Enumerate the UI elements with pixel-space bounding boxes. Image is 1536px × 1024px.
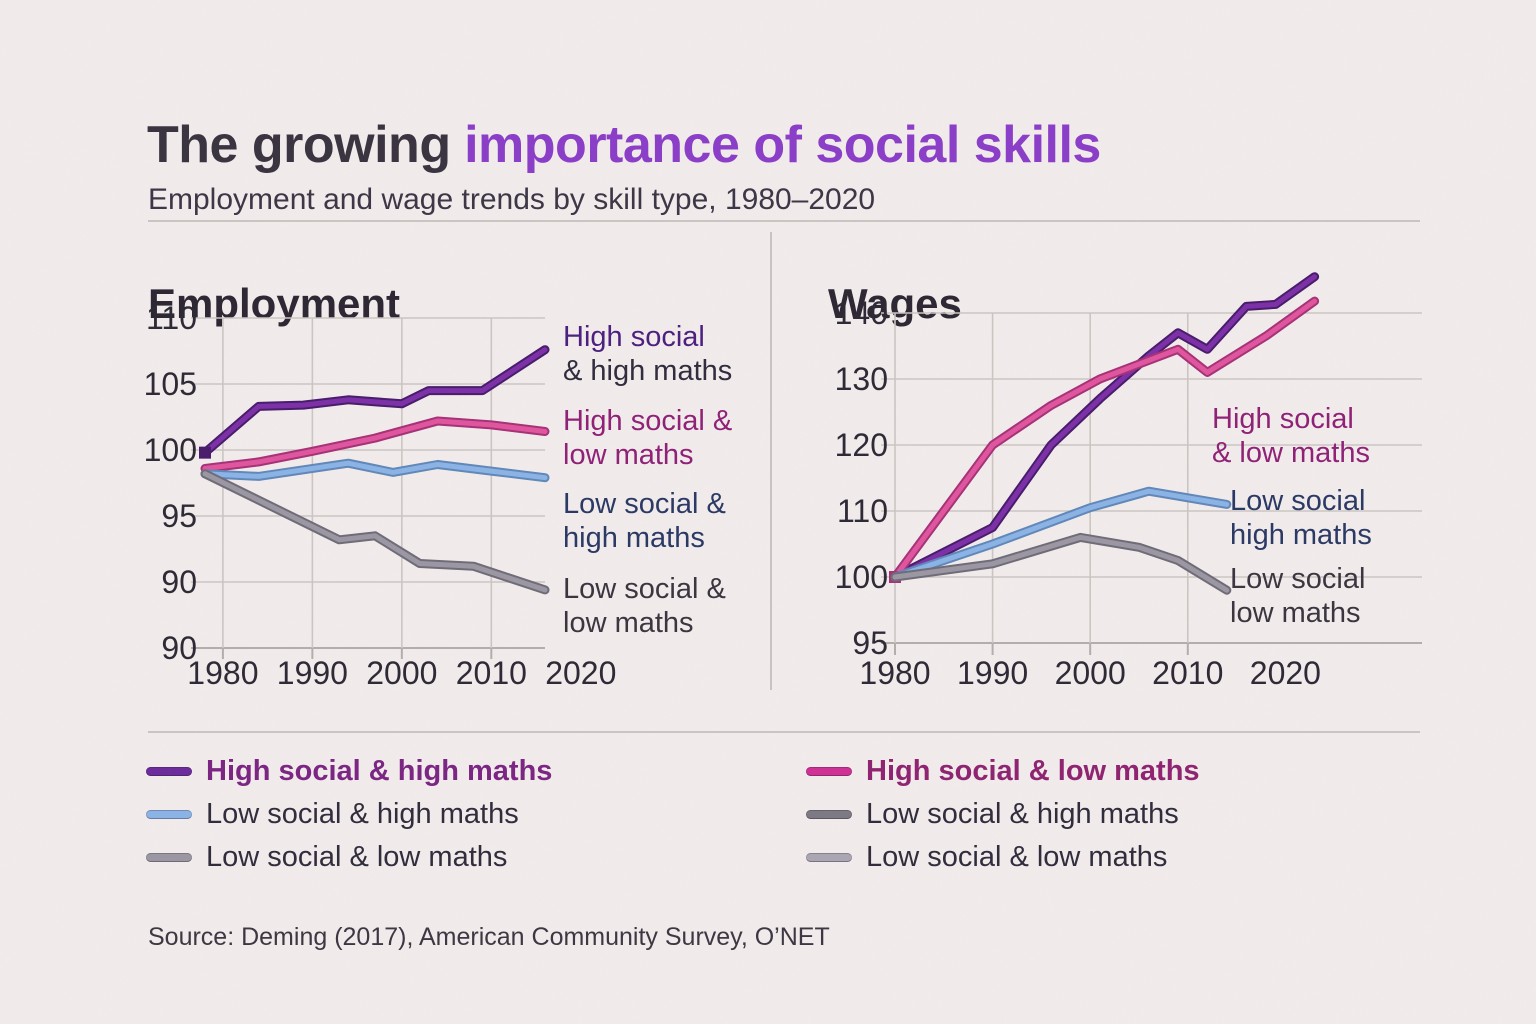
line-label-text: High social & — [563, 405, 733, 437]
y-tick-label: 130 — [835, 361, 888, 397]
y-tick-label: 95 — [161, 498, 197, 534]
legend-item-low-social-low-maths: Low social & low maths — [146, 840, 507, 874]
series-start-marker-high-social-high-maths — [199, 446, 211, 459]
y-tick-label: 110 — [146, 300, 197, 336]
line-label-text: high maths — [563, 522, 705, 554]
line-label-text: & high maths — [563, 355, 733, 387]
legend-label: Low social & low maths — [866, 840, 1168, 873]
legend-swatch — [146, 809, 192, 819]
line-label-text: High social — [563, 321, 705, 353]
line-label-text: high maths — [1230, 519, 1372, 551]
x-tick-label: 2020 — [1250, 655, 1321, 691]
subtitle: Employment and wage trends by skill type… — [148, 183, 876, 216]
legend-item-low-social-high-maths: Low social & high maths — [146, 797, 519, 831]
top-divider — [148, 220, 1420, 222]
legend-swatch — [806, 809, 852, 819]
legend-swatch — [146, 852, 192, 862]
legend-swatch — [806, 852, 852, 862]
line-label-text: Low social — [1230, 485, 1366, 517]
line-label-high-social-high-maths: High social & high maths — [563, 320, 732, 388]
line-label-text: & low maths — [1212, 437, 1370, 469]
x-tick-label: 2020 — [545, 655, 616, 691]
page-title-highlight: importance of social skills — [464, 115, 1101, 174]
x-tick-label: 1990 — [957, 655, 1028, 691]
line-label-high-social-low-maths: High social & low maths — [563, 404, 732, 472]
legend-swatch — [146, 766, 192, 776]
line-label-text: low maths — [1230, 597, 1361, 629]
page-title: The growing importance of social skills — [147, 115, 1101, 175]
legend-item-low-social-low-maths: Low social & low maths — [806, 840, 1167, 874]
legend-label: High social & high maths — [206, 754, 553, 787]
legend-divider — [148, 731, 1420, 733]
line-label-text: low maths — [563, 439, 694, 471]
y-tick-label: 100 — [144, 432, 197, 468]
source-note: Source: Deming (2017), American Communit… — [148, 923, 830, 951]
y-tick-label: 105 — [144, 366, 197, 402]
line-label-text: Low social & — [563, 488, 726, 520]
legend-label: Low social & low maths — [206, 840, 508, 873]
x-tick-label: 1990 — [277, 655, 348, 691]
legend-label: Low social & high maths — [866, 797, 1179, 830]
y-tick-label: 120 — [835, 427, 888, 463]
legend-label: Low social & high maths — [206, 797, 519, 830]
legend-swatch — [806, 766, 852, 776]
line-label-text: Low social — [1230, 563, 1366, 595]
x-tick-label: 2000 — [366, 655, 437, 691]
line-label-text: Low social & — [563, 573, 726, 605]
line-label-low-social-high-maths: Low social & high maths — [563, 487, 726, 555]
line-label-low-social-low-maths: Low social low maths — [1230, 562, 1365, 630]
line-label-low-social-low-maths: Low social & low maths — [563, 572, 726, 640]
legend-item-low-social-high-maths: Low social & high maths — [806, 797, 1179, 831]
line-label-high-social-low-maths: High social & low maths — [1212, 402, 1370, 470]
y-tick-label: 140 — [835, 295, 888, 331]
legend-item-high-social-low-maths: High social & low maths — [806, 754, 1200, 788]
x-tick-label: 1980 — [187, 655, 258, 691]
x-tick-label: 2000 — [1055, 655, 1126, 691]
page-title-prefix: The growing — [147, 115, 451, 174]
chart-separator-line — [770, 232, 772, 690]
legend-label: High social & low maths — [866, 754, 1200, 787]
y-tick-label: 100 — [835, 559, 888, 595]
line-label-text: low maths — [563, 607, 694, 639]
y-tick-label: 110 — [837, 493, 888, 529]
line-label-text: High social — [1212, 403, 1354, 435]
line-label-low-social-high-maths: Low social high maths — [1230, 484, 1372, 552]
legend-item-high-social-high-maths: High social & high maths — [146, 754, 552, 788]
x-tick-label: 1980 — [859, 655, 930, 691]
x-tick-label: 2010 — [456, 655, 527, 691]
x-tick-label: 2010 — [1152, 655, 1223, 691]
y-tick-label: 90 — [161, 564, 197, 600]
